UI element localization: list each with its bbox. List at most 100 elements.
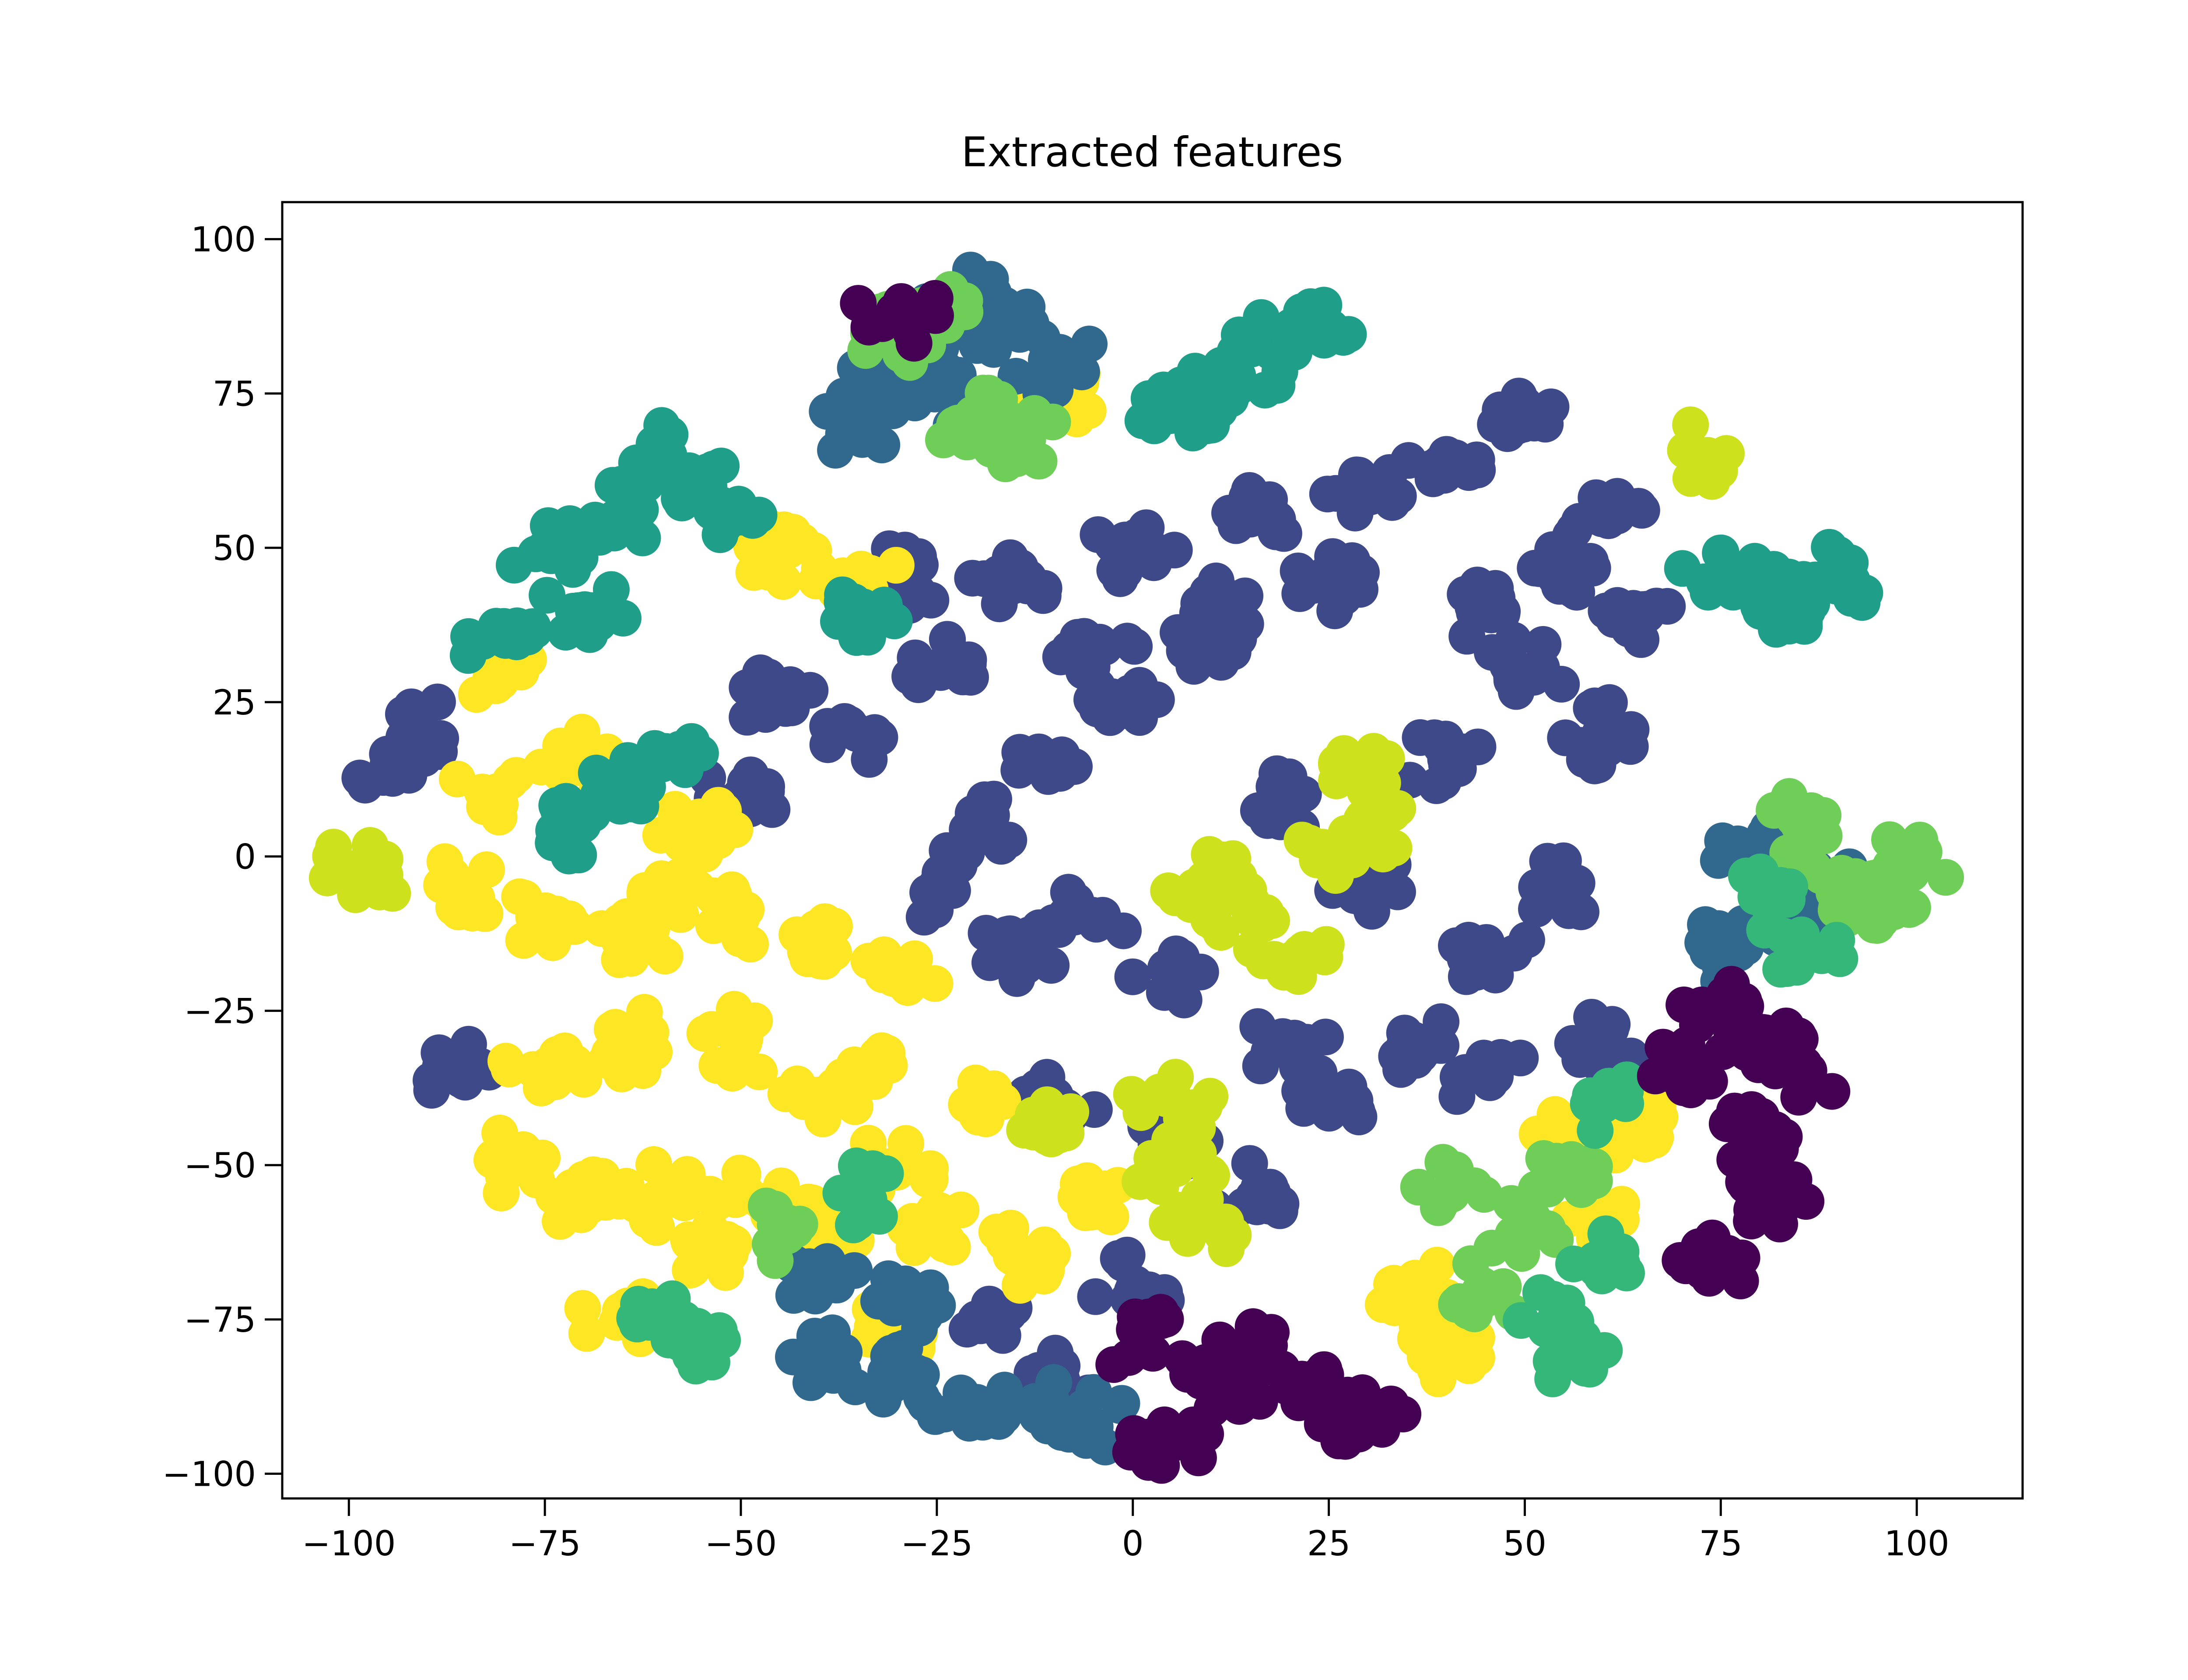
scatter-point: [756, 1190, 793, 1228]
scatter-point: [775, 1338, 812, 1376]
scatter-point: [1234, 499, 1271, 536]
scatter-point: [771, 666, 809, 703]
scatter-point: [1452, 1245, 1489, 1282]
scatter-point: [1522, 1274, 1559, 1311]
scatter-point: [931, 373, 968, 410]
y-tick-label: 0: [234, 838, 256, 877]
scatter-point: [1071, 326, 1108, 363]
scatter-point: [1231, 1145, 1268, 1182]
x-tick-label: −100: [302, 1524, 396, 1564]
scatter-point: [1269, 1026, 1306, 1063]
scatter-point: [1862, 902, 1900, 939]
scatter-point: [1813, 1073, 1851, 1110]
scatter-point: [1157, 1059, 1194, 1096]
scatter-point: [1191, 836, 1228, 873]
chart-title: Extracted features: [961, 129, 1343, 176]
x-tick-label: 25: [1307, 1524, 1350, 1564]
scatter-point: [877, 547, 915, 584]
scatter-point: [791, 1248, 828, 1285]
scatter-point: [1075, 1374, 1112, 1411]
scatter-point: [652, 416, 689, 453]
scatter-point: [495, 546, 533, 584]
scatter-point: [1245, 942, 1282, 980]
scatter-point: [1787, 574, 1824, 612]
scatter-point: [1378, 1038, 1415, 1075]
scatter-point: [969, 318, 1006, 356]
scatter-point: [1455, 588, 1491, 626]
scatter-point: [1687, 906, 1724, 943]
scatter-point: [1400, 1169, 1437, 1206]
scatter-point: [909, 1161, 947, 1198]
scatter-point: [719, 1014, 756, 1051]
scatter-point: [1215, 605, 1252, 642]
scatter-point: [1063, 354, 1100, 391]
scatter-point: [1154, 389, 1191, 426]
scatter-point: [1192, 1078, 1229, 1115]
scatter-point: [1758, 611, 1795, 648]
scatter-point: [909, 874, 947, 911]
x-tick-label: 0: [1122, 1524, 1144, 1564]
scatter-point: [1343, 805, 1380, 842]
scatter-point: [1114, 958, 1151, 995]
x-tick-label: 75: [1699, 1524, 1743, 1564]
scatter-point: [1345, 880, 1382, 917]
scatter-point: [1585, 1235, 1623, 1272]
scatter-point: [840, 1184, 877, 1222]
scatter-point: [1121, 667, 1158, 704]
scatter-point: [483, 1174, 520, 1211]
scatter-point: [1024, 577, 1062, 614]
scatter-point: [1733, 1191, 1770, 1228]
scatter-point: [1069, 392, 1107, 429]
scatter-point: [876, 602, 913, 640]
scatter-point: [778, 916, 816, 953]
scatter-point: [708, 1221, 745, 1258]
scatter-point: [1725, 1163, 1762, 1200]
scatter-point: [1785, 1046, 1823, 1083]
x-tick-label: 100: [1884, 1524, 1950, 1564]
scatter-point: [1077, 1278, 1114, 1315]
scatter-point: [1259, 367, 1296, 404]
scatter-point: [1541, 871, 1578, 907]
axis-ticks: −100 −75 −50 −25 0 25 50 75 100 100 75 50 25 0 −25 −50 −…: [162, 220, 1950, 1564]
scatter-point: [1527, 1311, 1564, 1348]
scatter-point: [1059, 619, 1097, 656]
scatter-point: [1227, 1342, 1264, 1379]
scatter-point: [929, 621, 966, 658]
scatter-point: [887, 1125, 925, 1162]
scatter-point: [576, 501, 614, 539]
scatter-point: [1339, 1093, 1375, 1130]
scatter-point: [954, 795, 992, 832]
scatter-point: [346, 862, 383, 899]
scatter-point: [1666, 986, 1703, 1023]
scatter-point: [1757, 1111, 1794, 1148]
scatter-point: [870, 1271, 907, 1309]
scatter-point: [1507, 1209, 1544, 1246]
scatter-point: [1588, 500, 1626, 538]
scatter-point: [1333, 542, 1371, 579]
scatter-point: [1624, 591, 1661, 628]
scatter-point: [695, 877, 732, 914]
scatter-point: [1143, 1302, 1179, 1339]
scatter-point: [624, 519, 661, 556]
scatter-point: [1307, 1018, 1344, 1056]
scatter-point: [954, 560, 991, 597]
scatter-point: [1672, 406, 1709, 443]
scatter-point: [1777, 938, 1814, 976]
scatter-point: [1241, 1383, 1278, 1420]
scatter-point: [1033, 947, 1070, 984]
scatter-point: [1555, 571, 1592, 609]
scatter-point: [1105, 912, 1142, 949]
scatter-point: [1272, 323, 1309, 360]
scatter-point: [886, 1360, 923, 1397]
scatter-point: [1469, 1280, 1506, 1317]
scatter-point: [1285, 1090, 1322, 1127]
scatter-point: [1716, 1092, 1753, 1130]
scatter-point: [961, 1082, 999, 1119]
scatter-point: [1355, 1404, 1392, 1441]
scatter-point: [953, 1393, 990, 1430]
scatter-point: [990, 822, 1027, 859]
scatter-point: [1330, 743, 1368, 780]
scatter-point: [1309, 313, 1346, 350]
scatter-point: [1187, 868, 1224, 905]
scatter-point: [815, 934, 852, 971]
